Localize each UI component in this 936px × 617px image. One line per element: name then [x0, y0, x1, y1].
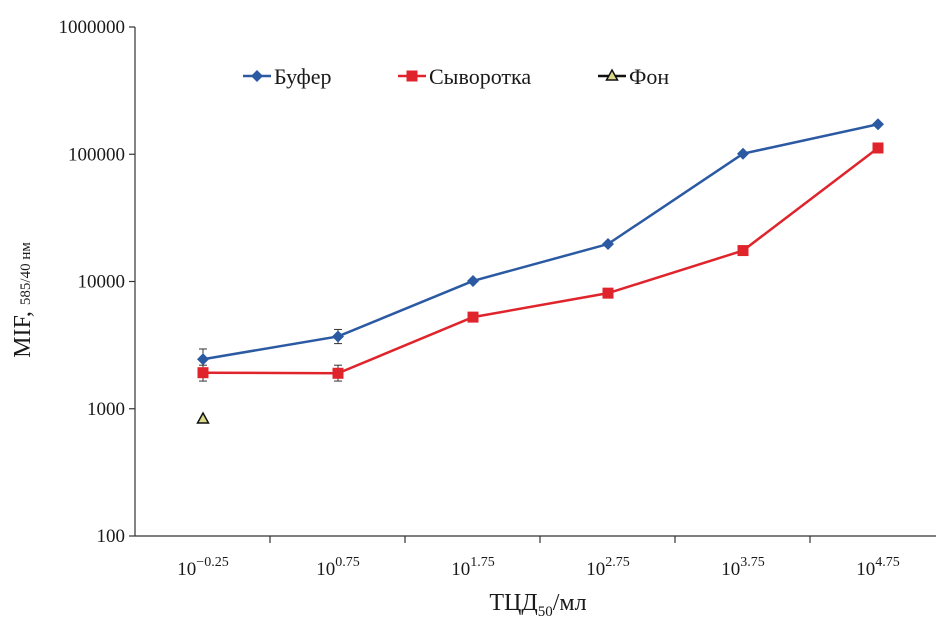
x-tick-label-base: 10 [721, 559, 740, 580]
x-tick-label-base: 10 [316, 559, 335, 580]
y-axis-title-sub: 585/40 нм [18, 242, 34, 305]
data-point [197, 353, 209, 366]
y-tick-label: 1000 [87, 399, 125, 420]
data-point [332, 330, 344, 343]
legend-label: Фон [629, 64, 669, 89]
x-tick-label: 10−0.25 [177, 555, 228, 580]
series-line [202, 146, 879, 375]
data-point [197, 367, 209, 379]
y-axis-title-main: MIF, [10, 305, 36, 358]
series-1 [197, 118, 884, 370]
x-tick-label: 103.75 [721, 555, 765, 580]
data-point [737, 147, 749, 160]
series-3 [196, 411, 210, 424]
data-point [467, 274, 479, 287]
svg-text:ТЦД50/мл: ТЦД50/мл [489, 590, 586, 617]
y-tick-label: 100 [97, 526, 126, 547]
legend: Буфер Сыворотка Фон [243, 64, 669, 89]
data-point [602, 287, 614, 299]
y-axis-title: MIF, 585/40 нм [10, 242, 36, 358]
data-point [196, 411, 210, 424]
x-tick-label-exponent: 3.75 [740, 555, 765, 570]
x-tick-label-base: 10 [177, 559, 196, 580]
data-point [872, 118, 884, 131]
y-tick-label: 100000 [68, 144, 125, 165]
data-point [602, 238, 614, 251]
x-tick-label: 101.75 [451, 555, 495, 580]
legend-item-3: Фон [598, 64, 669, 89]
legend-label: Сыворотка [429, 64, 531, 89]
x-tick-label-base: 10 [856, 559, 875, 580]
legend-item-2: Сыворотка [398, 64, 531, 89]
x-tick-label-base: 10 [451, 559, 470, 580]
plot-area [196, 118, 884, 424]
series-2 [197, 142, 884, 382]
series-line [202, 123, 879, 361]
x-tick-label-exponent: 4.75 [875, 555, 900, 570]
legend-marker [406, 70, 418, 82]
x-tick-label-exponent: −0.25 [196, 555, 228, 570]
x-axis-title: ТЦД50/мл [489, 590, 586, 617]
x-tick-label-exponent: 1.75 [470, 555, 495, 570]
data-point [467, 311, 479, 323]
x-tick-label-base: 10 [586, 559, 605, 580]
y-tick-label: 1000000 [59, 17, 126, 38]
x-tick-label: 100.75 [316, 555, 360, 580]
legend-label: Буфер [274, 64, 332, 89]
data-point [332, 367, 344, 379]
data-point [872, 142, 884, 154]
x-axis-title-suffix: /мл [553, 590, 587, 616]
y-tick-label: 10000 [78, 272, 126, 293]
x-tick-label-exponent: 0.75 [335, 555, 360, 570]
x-axis-title-main: ТЦД [489, 590, 537, 616]
svg-text:MIF, 585/40 нм: MIF, 585/40 нм [10, 242, 36, 358]
x-axis-title-sub: 50 [538, 604, 553, 617]
x-tick-label-exponent: 2.75 [605, 555, 630, 570]
x-tick-label: 104.75 [856, 555, 900, 580]
x-tick-label: 102.75 [586, 555, 630, 580]
legend-marker [251, 70, 263, 82]
data-point [737, 245, 749, 257]
legend-item-1: Буфер [243, 64, 332, 89]
legend-marker [605, 68, 619, 81]
